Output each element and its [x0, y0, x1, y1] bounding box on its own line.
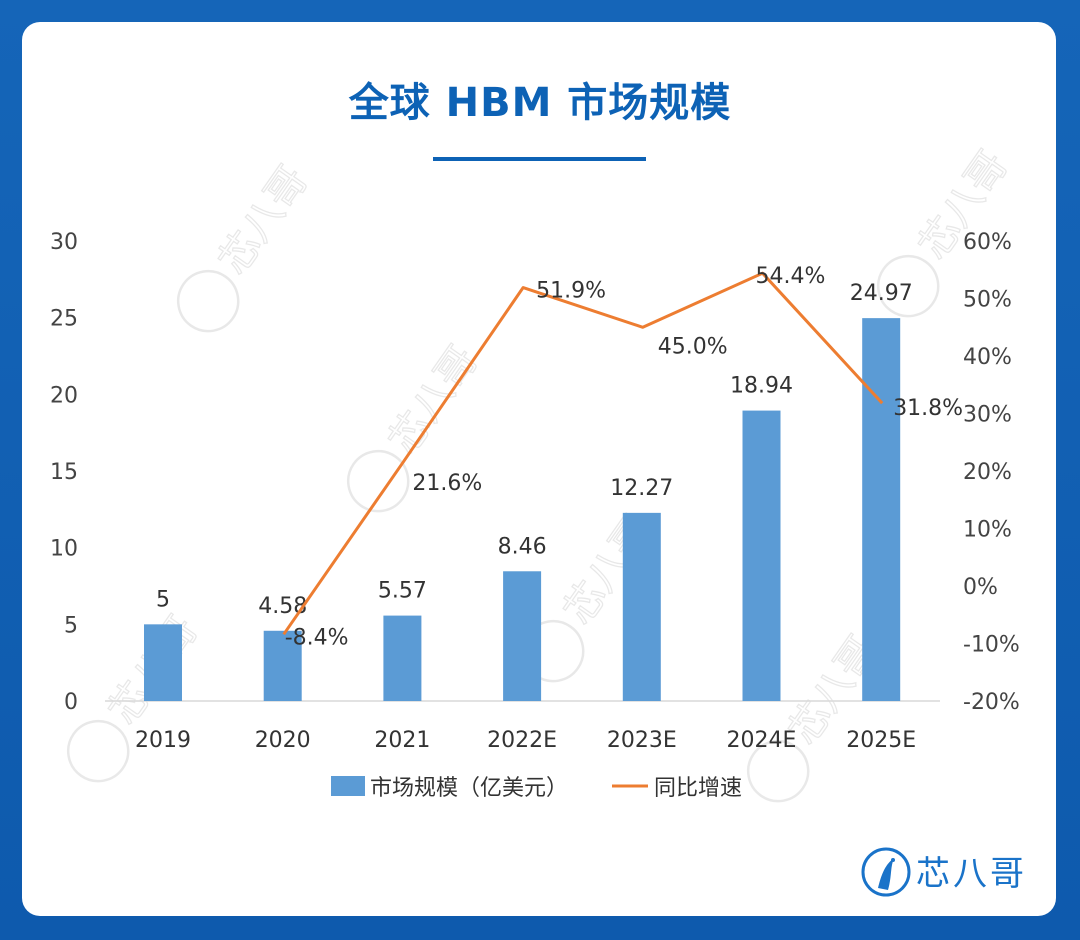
watermark-text: 芯八哥 [380, 338, 487, 463]
category-label: 2021 [374, 728, 430, 753]
y-left-tick-label: 25 [50, 307, 78, 332]
watermark-circle-icon [66, 719, 130, 783]
y-right-tick-label: 60% [963, 230, 1012, 255]
watermark-text: 芯八哥 [210, 158, 317, 283]
bar [383, 615, 422, 701]
brand-name: 芯八哥 [916, 854, 1027, 894]
kingfisher-icon [861, 847, 911, 897]
bar-value-label: 5 [156, 587, 170, 612]
watermark: 芯八哥 [66, 607, 208, 783]
y-right-tick-label: 20% [963, 460, 1012, 485]
bar [144, 624, 182, 701]
category-label: 2019 [135, 728, 191, 753]
category-label: 2020 [255, 728, 311, 753]
watermark-circle-icon [346, 449, 410, 513]
bar-series [144, 318, 901, 701]
y-right-tick-label: 0% [963, 575, 998, 600]
y-left-tick-label: 5 [64, 613, 78, 638]
bar-value-label: 5.57 [378, 579, 427, 604]
category-label: 2025E [846, 728, 916, 753]
y-left-tick-label: 30 [50, 230, 78, 255]
line-value-label: 45.0% [658, 334, 728, 359]
legend-bar-label: 市场规模（亿美元） [370, 776, 568, 801]
y-right-tick-label: 50% [963, 288, 1012, 313]
category-label: 2024E [727, 728, 797, 753]
line-value-label: -8.4% [285, 625, 349, 650]
y-right-tick-label: -20% [963, 690, 1020, 715]
y-left-tick-label: 20 [50, 383, 78, 408]
bar-value-label: 8.46 [498, 534, 547, 559]
watermark-circle-icon [176, 269, 240, 333]
bar [622, 512, 661, 701]
bar-value-label: 4.58 [258, 594, 307, 619]
y-right-tick-label: -10% [963, 633, 1020, 658]
line-value-label: 31.8% [893, 396, 963, 421]
growth-line [282, 271, 884, 636]
y-right-tick-label: 40% [963, 345, 1012, 370]
category-axis: 2019 2020 2021 2022E 2023E 2024E 2025E [135, 728, 916, 753]
bar-value-label: 24.97 [850, 281, 913, 306]
line-value-label: 51.9% [536, 279, 606, 304]
bar-value-label: 12.27 [610, 476, 673, 501]
title-underline [433, 157, 646, 161]
category-label: 2023E [607, 728, 677, 753]
chart-title: 全球 HBM 市场规模 [348, 80, 732, 126]
bar-data-labels: 5 4.58 5.57 8.46 12.27 18.94 24.97 [156, 281, 913, 619]
y-right-tick-label: 30% [963, 403, 1012, 428]
left-axis: 30 25 20 15 10 5 0 [50, 230, 78, 715]
legend-line-label: 同比增速 [654, 776, 742, 801]
y-left-tick-label: 0 [64, 690, 78, 715]
brand-logo: 芯八哥 [860, 842, 1050, 902]
right-axis: 60% 50% 40% 30% 20% 10% 0% -10% -20% [963, 230, 1020, 715]
bar [503, 571, 542, 701]
watermark: 芯八哥 [176, 157, 318, 333]
bar-value-label: 18.94 [730, 374, 793, 399]
line-value-label: 21.6% [412, 471, 482, 496]
line-data-labels: -8.4% 21.6% 51.9% 45.0% 54.4% 31.8% [285, 264, 963, 650]
line-value-label: 54.4% [756, 264, 826, 289]
y-left-tick-label: 15 [50, 460, 78, 485]
watermark-circle-icon [876, 254, 940, 318]
category-label: 2022E [487, 728, 557, 753]
y-right-tick-label: 10% [963, 518, 1012, 543]
bar [742, 410, 781, 701]
legend: 市场规模（亿美元） 同比增速 [331, 776, 742, 801]
legend-bar-swatch [331, 776, 365, 796]
bar [862, 318, 901, 701]
bar [263, 630, 302, 701]
watermark-circle-icon [746, 739, 810, 803]
y-left-tick-label: 10 [50, 537, 78, 562]
